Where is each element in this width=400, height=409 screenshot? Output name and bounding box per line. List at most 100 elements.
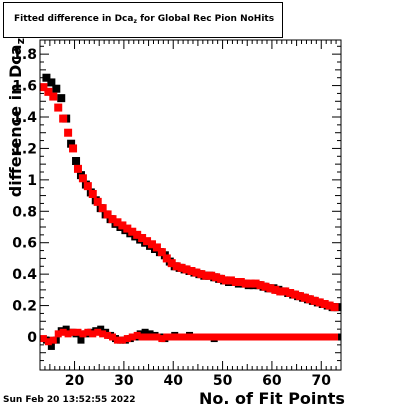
- red-series-marker: [187, 267, 196, 275]
- red-series-marker: [172, 262, 181, 271]
- red-series-marker: [256, 281, 265, 290]
- red-low-series-marker: [321, 333, 329, 341]
- black-low-series-marker: [47, 342, 55, 350]
- red-series-marker: [54, 103, 63, 112]
- red-series-marker: [320, 300, 329, 308]
- red-low-series-marker: [232, 333, 240, 341]
- red-low-series-marker: [69, 328, 77, 336]
- red-series-marker: [64, 128, 73, 137]
- red-series-marker: [305, 295, 314, 304]
- black-series-marker: [57, 94, 66, 103]
- black-low-series-marker: [77, 336, 85, 344]
- red-series-marker: [310, 296, 319, 305]
- red-low-series-marker: [212, 333, 220, 341]
- red-series-marker: [300, 293, 309, 302]
- red-low-series-marker: [291, 333, 299, 341]
- red-series-marker: [73, 164, 82, 173]
- red-low-series-marker: [54, 330, 62, 338]
- red-low-series-marker: [148, 333, 156, 341]
- red-series-marker: [78, 174, 87, 183]
- red-low-series-marker: [44, 338, 52, 346]
- red-low-series-marker: [227, 333, 235, 341]
- red-low-series-marker: [173, 333, 181, 341]
- red-low-series-marker: [281, 333, 289, 341]
- red-series-marker: [197, 270, 206, 279]
- red-low-series-marker: [138, 333, 146, 341]
- red-series-marker: [118, 221, 127, 230]
- x-tick-label: 30: [114, 373, 134, 389]
- red-low-series-marker: [242, 333, 250, 341]
- x-tick-label: 20: [65, 373, 85, 389]
- red-low-series-marker: [123, 335, 131, 343]
- red-low-series-marker: [197, 333, 205, 341]
- red-low-series-marker: [301, 333, 309, 341]
- chart-title: Fitted difference in Dcaz for Global Rec…: [14, 14, 274, 25]
- red-series-marker: [236, 278, 245, 286]
- x-axis-label: No. of Fit Points: [199, 389, 345, 408]
- y-axis-label-prefix: difference in Dca: [6, 44, 25, 198]
- red-low-series-marker: [261, 333, 269, 341]
- red-series-marker: [147, 240, 156, 249]
- red-series-marker: [83, 182, 92, 191]
- plot-frame: [39, 39, 342, 371]
- red-low-series-marker: [247, 333, 255, 341]
- red-series-marker: [98, 204, 107, 213]
- red-low-series-marker: [104, 331, 112, 339]
- red-series-marker: [212, 273, 221, 282]
- chart-title-prefix: Fitted difference in Dca: [14, 14, 134, 24]
- red-series-marker: [207, 271, 216, 280]
- red-low-series-marker: [192, 333, 200, 341]
- y-tick-label: 0.6: [12, 236, 37, 252]
- x-tick-label: 60: [262, 373, 282, 389]
- red-series-marker: [202, 271, 211, 280]
- red-low-series-marker: [252, 333, 260, 341]
- red-series-marker: [246, 279, 255, 288]
- red-low-series-marker: [74, 328, 82, 336]
- red-low-series-marker: [271, 333, 279, 341]
- red-series-marker: [271, 285, 280, 294]
- red-series-marker: [276, 287, 285, 296]
- red-series-marker: [167, 259, 176, 268]
- red-series-marker: [49, 92, 58, 101]
- timestamp: Sun Feb 20 13:52:55 2022: [3, 395, 136, 405]
- y-axis-label-subscript: z: [14, 38, 27, 45]
- red-series-marker: [296, 292, 305, 301]
- red-series-marker: [315, 298, 324, 307]
- red-series-marker: [231, 278, 240, 286]
- red-low-series-marker: [237, 333, 245, 341]
- y-tick-label: 1.6: [12, 79, 37, 95]
- black-series-marker: [72, 157, 81, 165]
- red-low-series-marker: [158, 335, 166, 343]
- red-low-series-marker: [39, 335, 47, 343]
- red-series-marker: [266, 284, 275, 293]
- red-series-marker: [286, 289, 295, 297]
- x-tick-label: 70: [312, 373, 332, 389]
- red-low-series-marker: [163, 333, 171, 341]
- red-series-marker: [59, 114, 68, 123]
- red-low-series-marker: [217, 333, 225, 341]
- red-low-series-marker: [202, 333, 210, 341]
- red-low-series-marker: [99, 330, 107, 338]
- y-tick-label: 1: [27, 173, 37, 189]
- red-series-marker: [69, 144, 78, 153]
- red-series-marker: [162, 254, 171, 263]
- red-series-marker: [123, 224, 132, 233]
- chart-title-subscript: z: [133, 18, 137, 25]
- red-low-series-marker: [128, 333, 136, 341]
- y-tick-label: 1.8: [12, 47, 37, 63]
- red-series-marker: [108, 215, 117, 224]
- red-series-marker: [128, 227, 137, 236]
- red-low-series-marker: [316, 333, 324, 341]
- red-low-series-marker: [153, 333, 161, 341]
- red-series-marker: [113, 218, 122, 227]
- red-series-marker: [330, 303, 339, 312]
- red-series-marker: [251, 279, 260, 288]
- red-low-series-marker: [296, 333, 304, 341]
- red-series-marker: [44, 87, 53, 96]
- red-series-marker: [138, 234, 147, 242]
- y-tick-label: 0.8: [12, 204, 37, 220]
- y-tick-label: 1.2: [12, 141, 37, 157]
- red-series-marker: [88, 190, 97, 198]
- red-low-series-marker: [133, 331, 141, 339]
- title-box: Fitted difference in Dcaz for Global Rec…: [3, 2, 283, 38]
